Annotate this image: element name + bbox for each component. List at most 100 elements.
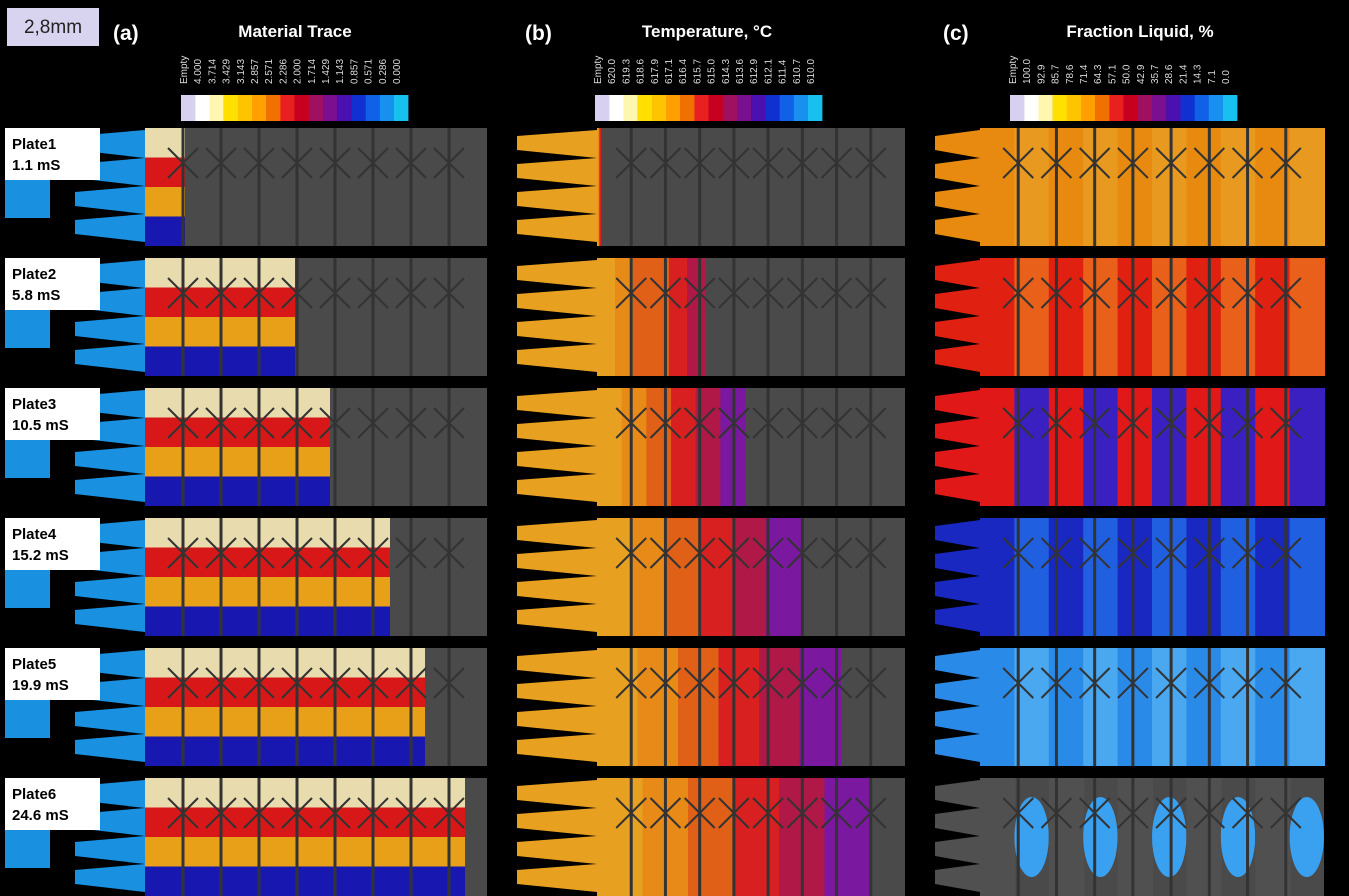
row-plate: Plate1 (12, 136, 56, 153)
row-time: 10.5 mS (12, 417, 69, 434)
colorbar-cell (1180, 95, 1194, 121)
sprue (5, 568, 50, 608)
colorbar-cell (238, 95, 252, 121)
colorbar-cell (380, 95, 394, 121)
liquid-band (1290, 518, 1325, 636)
melt-band (145, 477, 330, 507)
panel-letter: (a) (113, 22, 139, 45)
simulation-image (517, 518, 930, 640)
legend-label: 620.0 (607, 59, 618, 84)
colorbar-cell (1166, 95, 1180, 121)
liquid-band (1221, 128, 1256, 246)
liquid-band (1221, 388, 1256, 506)
simulation-image (517, 778, 930, 896)
legend-label: 64.3 (1093, 64, 1104, 84)
colorbar-cell (694, 95, 708, 121)
temp-band (825, 778, 872, 896)
temp-band (734, 778, 781, 896)
legend-label: 618.6 (636, 59, 647, 84)
liquid-band (1186, 258, 1221, 376)
temp-band (600, 128, 602, 246)
melt-band (145, 707, 425, 737)
sprue (5, 698, 50, 738)
panel-letter: (c) (943, 22, 969, 45)
legend-label: 1.429 (321, 59, 332, 84)
temp-band (633, 258, 652, 376)
legend-label: 7.1 (1207, 70, 1218, 84)
legend-label: 1.143 (335, 59, 346, 84)
legend-label: 3.429 (222, 59, 233, 84)
liquid-band (1049, 518, 1084, 636)
colorbar-cell (394, 95, 408, 121)
colorbar-cell (780, 95, 794, 121)
temp-band (719, 648, 761, 766)
legend-label: 613.6 (735, 59, 746, 84)
liquid-band (1083, 128, 1118, 246)
colorbar-cell (1124, 95, 1138, 121)
simulation-image (517, 648, 930, 770)
panel-letter: (b) (525, 22, 552, 45)
liquid-band (1049, 388, 1084, 506)
colorbar-cell (794, 95, 808, 121)
legend-label: 610.0 (806, 59, 817, 84)
liquid-band (1221, 797, 1255, 877)
liquid-band (1118, 518, 1153, 636)
row-plate: Plate3 (12, 396, 56, 413)
panel-title: Fraction Liquid, % (1066, 22, 1213, 41)
temp-band (766, 518, 801, 636)
plate (145, 128, 487, 246)
legend-label: 57.1 (1107, 64, 1118, 84)
liquid-band (1083, 388, 1118, 506)
legend-label: 85.7 (1051, 64, 1062, 84)
colorbar-cell (309, 95, 323, 121)
liquid-band (980, 518, 1015, 636)
temp-band (597, 258, 616, 376)
liquid-band (1049, 648, 1084, 766)
melt-band (145, 158, 185, 188)
liquid-band (980, 388, 1015, 506)
colorbar-cell (737, 95, 751, 121)
liquid-band (1186, 128, 1221, 246)
colorbar-cell (751, 95, 765, 121)
row-plate: Plate6 (12, 786, 56, 803)
liquid-band (980, 778, 1015, 896)
colorbar-cell (266, 95, 280, 121)
panel-title: Temperature, °C (642, 22, 772, 41)
liquid-band (980, 648, 1015, 766)
colorbar-cell (652, 95, 666, 121)
colorbar-cell (280, 95, 294, 121)
legend-label: 42.9 (1136, 64, 1147, 84)
liquid-band (1152, 797, 1186, 877)
colorbar-cell (351, 95, 365, 121)
legend-label: 4.000 (193, 59, 204, 84)
colorbar-cell (1223, 95, 1237, 121)
colorbar-cell (224, 95, 238, 121)
liquid-band (1049, 778, 1084, 896)
colorbar-cell (1038, 95, 1052, 121)
colorbar-cell (623, 95, 637, 121)
colorbar-cell (1152, 95, 1166, 121)
colorbar-cell (195, 95, 209, 121)
legend-label: 0.571 (364, 59, 375, 84)
legend-label: 614.3 (721, 59, 732, 84)
liquid-band (1290, 258, 1325, 376)
sprue (5, 178, 50, 218)
sprue (5, 828, 50, 868)
temp-band (732, 518, 767, 636)
legend-label: 617.1 (664, 59, 675, 84)
temp-band (671, 388, 697, 506)
liquid-band (1118, 778, 1153, 896)
legend-label: 3.143 (236, 59, 247, 84)
legend-label: 0.857 (349, 59, 360, 84)
temp-band (646, 388, 672, 506)
legend-label: 100.0 (1022, 59, 1033, 84)
melt-band (145, 737, 425, 767)
legend-label: Empty (179, 56, 190, 84)
liquid-band (1186, 648, 1221, 766)
colorbar-cell (595, 95, 609, 121)
legend-label: Empty (1008, 56, 1019, 84)
liquid-band (1290, 388, 1325, 506)
colorbar-cell (666, 95, 680, 121)
temp-band (759, 648, 801, 766)
temp-band (622, 388, 648, 506)
